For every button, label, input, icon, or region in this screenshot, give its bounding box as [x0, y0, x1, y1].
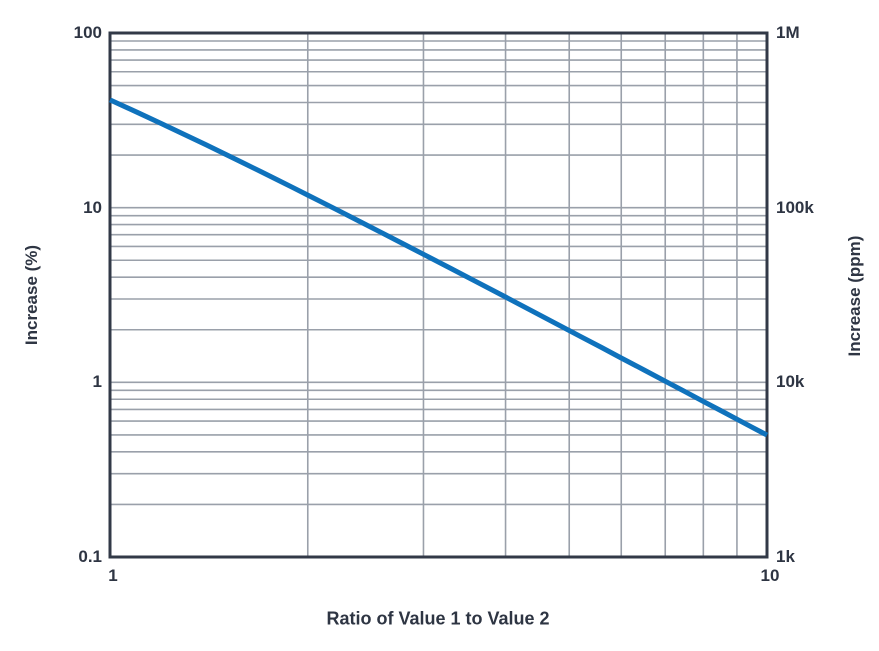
- x-tick-label: 10: [760, 566, 780, 585]
- y-tick-label-left: 0.1: [78, 547, 102, 566]
- plot-frame: [108, 31, 769, 559]
- x-tick-label: 1: [108, 566, 118, 585]
- y-tick-label-right: 1M: [776, 23, 800, 42]
- y-tick-label-right: 10k: [776, 372, 805, 392]
- y-axis-title-right: Increase (ppm): [845, 235, 864, 357]
- y-axis-title-left: Increase (%): [22, 244, 41, 346]
- series-line-rss-increase: [108, 97, 769, 438]
- y-tick-label-left: 100: [73, 23, 102, 42]
- y-tick-label-left: 10: [83, 197, 102, 217]
- x-axis-title: Ratio of Value 1 to Value 2: [326, 608, 550, 629]
- y-tick-label-right: 1k: [776, 547, 795, 566]
- y-tick-label-left: 1: [92, 372, 102, 392]
- y-tick-label-right: 100k: [776, 197, 814, 217]
